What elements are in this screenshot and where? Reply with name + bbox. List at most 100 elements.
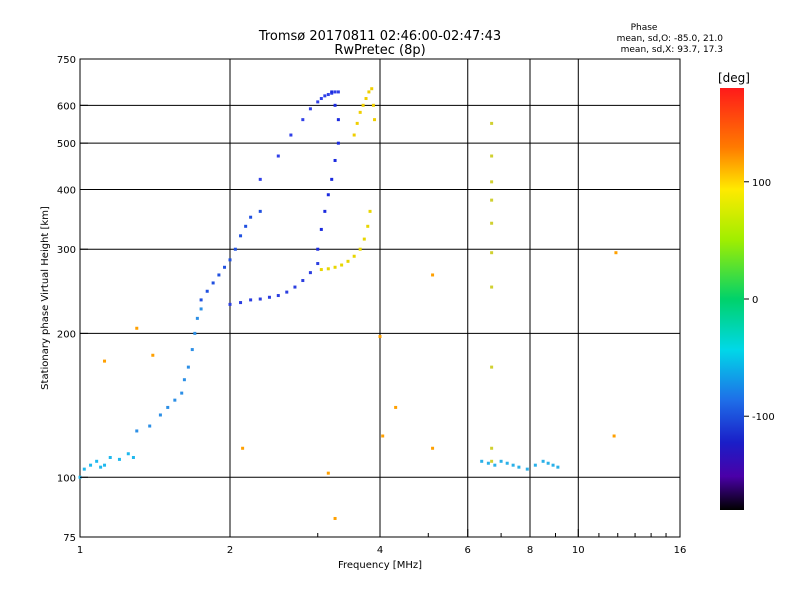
colorbar-label: [deg] <box>718 71 750 85</box>
y-axis-ticks: 75 100 200 300 400 500 600 750 <box>57 55 88 544</box>
data-point <box>490 198 494 202</box>
data-point <box>239 234 243 238</box>
data-point <box>511 463 515 467</box>
data-point <box>326 93 330 97</box>
data-point <box>352 133 356 137</box>
data-point <box>186 365 190 369</box>
data-point <box>267 295 271 299</box>
data-point <box>541 459 545 463</box>
point-group-10 <box>480 459 560 471</box>
data-point <box>217 273 221 277</box>
data-point <box>103 463 107 467</box>
data-point <box>490 459 494 463</box>
data-point <box>546 461 550 465</box>
point-group-6 <box>319 209 372 272</box>
data-point <box>316 262 320 266</box>
data-point <box>370 87 374 91</box>
data-point <box>364 97 368 101</box>
data-point <box>336 90 340 94</box>
data-point <box>362 237 366 241</box>
x-axis-label: Frequency [MHz] <box>338 560 422 571</box>
data-point <box>258 297 262 301</box>
data-point <box>381 434 385 438</box>
data-point <box>89 463 93 467</box>
chart-subtitle: RwPretec (8p) <box>334 43 425 58</box>
data-point <box>361 103 365 107</box>
y-axis-label: Stationary phase Virtual Height [km] <box>40 206 51 390</box>
data-point <box>493 463 497 467</box>
data-point <box>301 279 305 283</box>
data-point <box>199 307 203 311</box>
data-point <box>366 224 370 228</box>
data-point <box>330 177 334 181</box>
data-point <box>371 103 375 107</box>
data-point <box>346 259 350 263</box>
point-group-1 <box>135 307 203 433</box>
data-point <box>223 265 227 269</box>
data-point <box>319 268 323 272</box>
data-point <box>326 471 330 475</box>
stats-line-x: mean, sd,X: 93.7, 17.3 <box>621 45 723 55</box>
data-point <box>486 461 490 465</box>
data-point <box>276 154 280 158</box>
data-point <box>241 446 245 450</box>
data-point <box>355 121 359 125</box>
data-point <box>480 459 484 463</box>
data-point <box>490 285 494 289</box>
x-tick-label-4: 8 <box>527 545 533 556</box>
data-point <box>285 290 289 294</box>
data-point <box>490 180 494 184</box>
point-group-5 <box>316 90 340 251</box>
y-tick-label-2: 200 <box>57 329 76 340</box>
stats-line-o: mean, sd,O: -85.0, 21.0 <box>617 34 724 44</box>
data-point <box>533 463 537 467</box>
plot-area <box>78 58 681 538</box>
data-point <box>394 405 398 409</box>
data-point <box>336 141 340 145</box>
x-tick-label-1: 2 <box>227 545 233 556</box>
x-tick-label-0: 1 <box>77 545 83 556</box>
data-point <box>99 465 103 469</box>
data-point <box>95 459 99 463</box>
point-group-3 <box>228 262 320 306</box>
x-tick-label-3: 6 <box>465 545 471 556</box>
data-point <box>166 405 170 409</box>
data-point <box>431 273 435 277</box>
data-point <box>228 302 232 306</box>
data-point <box>228 258 232 262</box>
y-tick-label-5: 500 <box>57 139 76 150</box>
data-point <box>431 446 435 450</box>
data-point <box>319 227 323 231</box>
data-point <box>336 118 340 122</box>
x-tick-label-2: 4 <box>377 545 383 556</box>
data-point <box>490 251 494 255</box>
y-tick-label-0: 75 <box>63 533 76 544</box>
data-point <box>333 103 337 107</box>
data-point <box>249 298 253 302</box>
data-point <box>352 254 356 258</box>
data-point <box>211 281 215 285</box>
data-point <box>148 424 152 428</box>
y-tick-label-1: 100 <box>57 473 76 484</box>
data-point <box>233 247 237 251</box>
data-point <box>551 463 555 467</box>
data-point <box>117 457 121 461</box>
data-point <box>333 265 337 269</box>
data-point <box>326 267 330 271</box>
point-group-7 <box>352 87 377 137</box>
data-point <box>316 247 320 251</box>
data-point <box>205 289 209 293</box>
data-point <box>490 365 494 369</box>
data-point <box>244 224 248 228</box>
x-axis-ticks: 1 2 4 6 8 10 16 <box>77 529 686 556</box>
data-point <box>490 121 494 125</box>
data-point <box>82 467 86 471</box>
data-point <box>505 461 509 465</box>
data-point <box>612 434 616 438</box>
colorbar-ticks: 100 0 -100 <box>744 178 775 423</box>
data-point <box>301 118 305 122</box>
data-point <box>490 446 494 450</box>
data-point <box>249 215 253 219</box>
data-point <box>293 285 297 289</box>
